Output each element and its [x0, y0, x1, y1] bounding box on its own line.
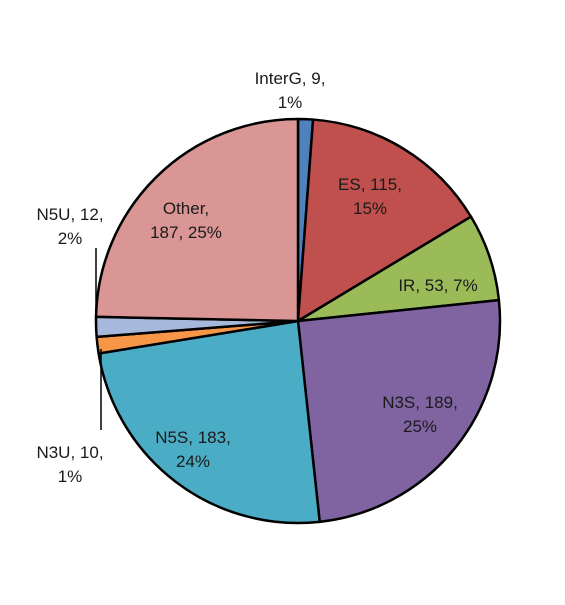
- slice-label-n3u: N3U, 10, 1%: [36, 443, 103, 486]
- slice-labels: InterG, 9, 1% ES, 115, 15% IR, 53, 7% N3S, 18…: [36, 69, 477, 486]
- slice-label-n5s: N5S, 183, 24%: [155, 428, 231, 471]
- pie-slices: [94, 117, 502, 525]
- slice-label-n5u: N5U, 12, 2%: [36, 205, 103, 248]
- slice-label-es: ES, 115, 15%: [338, 175, 402, 218]
- leader-lines: [95, 248, 102, 430]
- pie-slice-n5s: [97, 319, 321, 525]
- slice-label-interg: InterG, 9, 1%: [255, 69, 326, 112]
- pie-slice-other: [94, 117, 300, 323]
- pie-slice-es: [296, 118, 473, 323]
- slice-label-other: Other, 187, 25%: [150, 199, 222, 242]
- slice-label-n3s: N3S, 189, 25%: [382, 393, 458, 436]
- pie-slice-n3s: [296, 298, 502, 524]
- slice-label-ir: IR, 53, 7%: [398, 276, 477, 295]
